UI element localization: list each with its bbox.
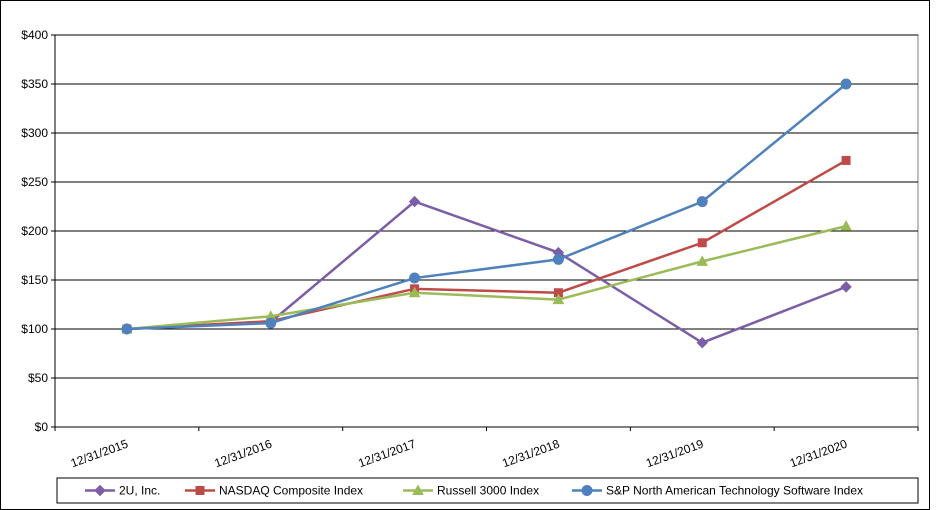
y-tick-label: $0 xyxy=(35,420,49,434)
legend-label: NASDAQ Composite Index xyxy=(219,484,363,498)
marker xyxy=(581,485,593,496)
marker xyxy=(696,255,709,266)
y-tick-label: $250 xyxy=(21,175,48,189)
legend-label: Russell 3000 Index xyxy=(437,484,539,498)
marker xyxy=(412,484,424,495)
series-line xyxy=(126,83,847,331)
y-tick-label: $100 xyxy=(21,322,48,336)
marker xyxy=(408,286,421,298)
y-tick-label: $50 xyxy=(28,371,48,385)
marker xyxy=(840,281,852,293)
marker xyxy=(841,155,851,165)
marker xyxy=(840,220,852,231)
marker xyxy=(840,78,852,90)
series-line xyxy=(126,159,847,331)
marker xyxy=(552,293,565,305)
marker xyxy=(195,486,205,495)
series-line xyxy=(126,224,847,331)
marker xyxy=(696,337,708,349)
marker xyxy=(121,323,133,335)
legend-label: 2U, Inc. xyxy=(119,484,160,498)
marker xyxy=(265,317,277,329)
marker xyxy=(409,272,421,284)
y-tick-label: $300 xyxy=(21,126,48,140)
marker xyxy=(696,196,708,208)
y-tick-label: $150 xyxy=(21,273,48,287)
marker xyxy=(408,195,421,208)
y-tick-label: $350 xyxy=(21,77,48,91)
marker xyxy=(697,238,707,248)
legend-label: S&P North American Technology Software I… xyxy=(606,484,863,498)
marker xyxy=(94,484,106,497)
marker xyxy=(552,253,564,265)
y-tick-label: $200 xyxy=(21,224,48,238)
y-tick-label: $400 xyxy=(21,28,48,42)
